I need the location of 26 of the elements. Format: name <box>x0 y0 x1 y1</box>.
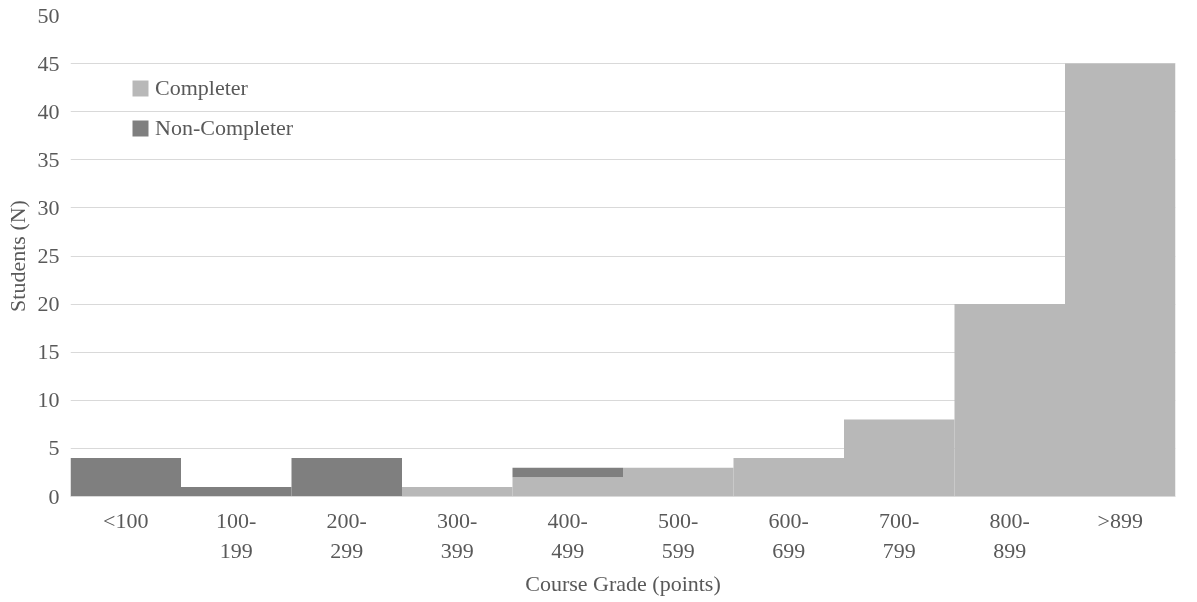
x-tick-label: 600- 699 <box>768 507 809 563</box>
y-tick-label: 35 <box>37 146 60 172</box>
y-tick-label: 10 <box>37 387 60 413</box>
y-tick-label: 40 <box>37 98 60 124</box>
y-tick-label: 20 <box>37 291 60 317</box>
y-tick-label: 0 <box>48 483 60 509</box>
x-tick-label: 800- 899 <box>989 507 1030 563</box>
y-tick-label: 30 <box>37 194 60 220</box>
y-axis-title: Students (N) <box>4 200 30 312</box>
bar <box>512 467 623 478</box>
legend-label: Completer <box>155 75 248 101</box>
y-tick-label: 50 <box>37 2 60 28</box>
y-tick-label: 15 <box>37 339 60 365</box>
x-tick-label: <100 <box>103 507 149 533</box>
x-tick-label: 200- 299 <box>326 507 367 563</box>
legend-label: Non-Completer <box>155 115 294 141</box>
y-tick-label: 45 <box>37 50 60 76</box>
x-axis-title: Course Grade (points) <box>525 570 721 596</box>
x-tick-label: 100- 199 <box>216 507 257 563</box>
y-tick-label: 25 <box>37 243 60 268</box>
x-tick-label: 500- 599 <box>658 507 699 563</box>
x-tick-label: 700- 799 <box>879 507 920 563</box>
x-tick-label: >899 <box>1097 507 1143 533</box>
y-tick-label: 5 <box>48 435 60 461</box>
x-tick-label: 400- 499 <box>547 507 588 563</box>
x-tick-label: 300- 399 <box>437 507 478 563</box>
